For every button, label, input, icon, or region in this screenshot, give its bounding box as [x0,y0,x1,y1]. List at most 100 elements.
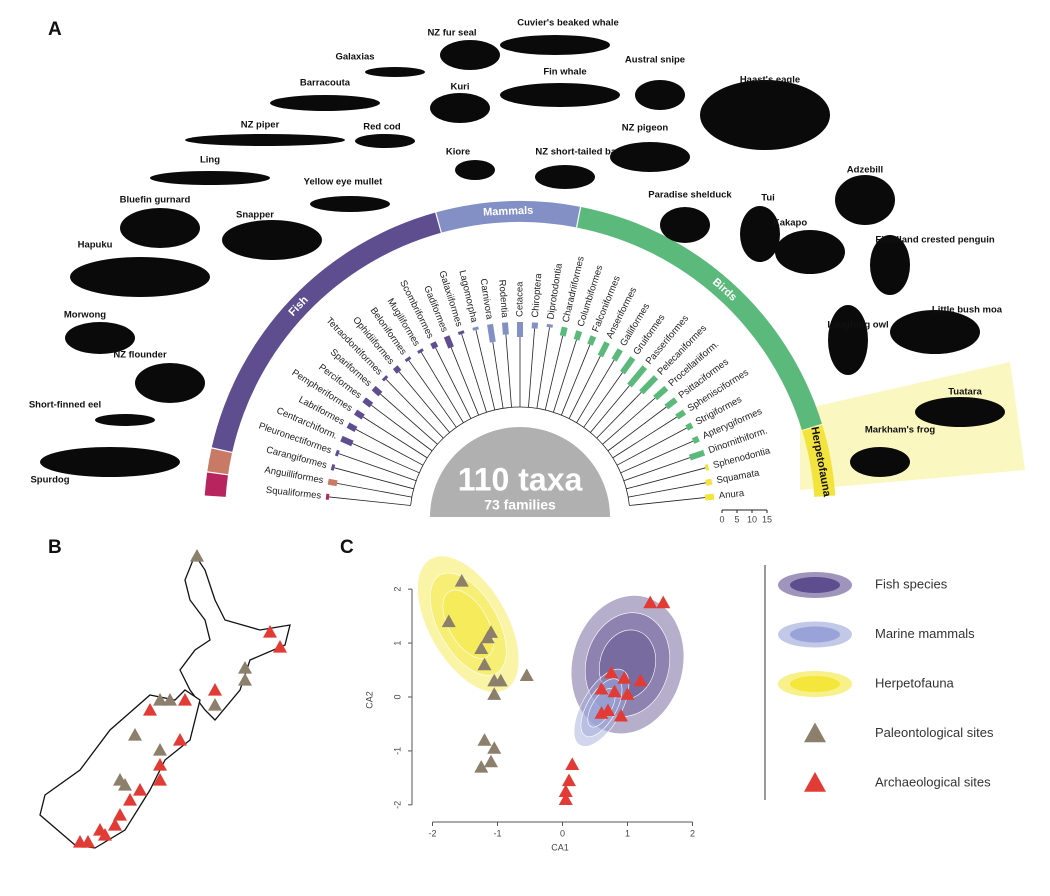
animal-silhouette [365,67,425,77]
animal-label: Fiordland crested penguin [875,235,994,246]
taxa-bar [330,464,336,471]
tree-branch [329,496,411,506]
legend-swatch [790,676,840,692]
animal-silhouette [500,83,620,107]
animal-label: Markham's frog [865,425,936,436]
site-point [607,684,622,698]
order-label: Rodentia [496,279,510,318]
animal-label: Austral snipe [625,55,685,66]
taxa-bar [611,348,623,362]
tree-branch [338,453,417,482]
group-label: Mammals [483,205,534,219]
animal-label: Ling [200,155,220,166]
taxa-bar [371,385,383,397]
tree-branch [334,467,414,490]
site-point [565,757,580,770]
center-disk [430,427,610,517]
y-tick-label: 0 [392,694,402,699]
site-point [620,687,635,700]
map-site [123,793,137,806]
animal-silhouette [40,447,180,477]
animal-label: Galaxias [335,52,374,63]
taxa-bar [639,375,659,395]
taxa-bar [597,341,610,358]
animal-silhouette [635,80,685,110]
tree-branch [420,352,464,423]
animal-silhouette [430,93,490,123]
taxa-bar [487,323,496,343]
animal-label: Kiore [446,147,470,158]
legend-label: Archaeological sites [875,774,991,789]
legend-label: Fish species [875,576,948,591]
animal-label: Adzebill [847,165,883,176]
group-ring [802,424,836,497]
tree-branch [607,406,667,452]
tree-branch [576,359,615,423]
animal-label: Kakapo [773,218,808,229]
animal-silhouette [828,305,868,375]
animal-label: NZ flounder [113,350,167,361]
scale-label: 10 [747,514,757,524]
site-point [487,687,502,700]
site-point [484,754,498,768]
animal-silhouette [870,235,910,295]
taxa-bar [346,422,358,433]
map [39,553,291,849]
animal-label: Fin whale [543,67,586,78]
taxa-bar [664,397,678,410]
taxa-bar [704,464,710,471]
map-site [108,818,122,831]
animal-silhouette [915,397,1005,427]
animal-label: Kuri [451,82,470,93]
site-point [643,595,658,609]
group-ring [577,206,822,430]
tree-branch [362,416,428,459]
tree-branch [410,406,630,506]
density-region [442,589,494,659]
taxa-bar [587,335,597,346]
animal-silhouette [740,206,780,262]
map-site [113,808,127,821]
animal-label: NZ pigeon [622,123,669,134]
y-tick-label: -1 [392,747,402,755]
site-point [604,665,619,679]
animal-label: Tuatara [948,387,982,398]
density-region [417,555,520,693]
taxa-bar [688,449,706,461]
taxa-bar [573,330,583,341]
site-point [441,614,456,628]
animal-silhouette [835,175,895,225]
taxa-bar [340,435,354,447]
animal-silhouette [850,447,910,477]
map-site [163,693,177,706]
tree-branch [398,371,450,433]
scale-label: 5 [734,514,739,524]
tree-branch [380,393,438,445]
tree-branch [568,355,601,419]
animal-silhouette [310,196,390,212]
animal-label: Yellow eye mullet [304,177,384,188]
tree-branch [336,482,412,498]
panel-label: A [48,19,62,40]
animal-label: Haast's eagle [740,75,800,86]
site-point [454,574,469,587]
map-site [238,661,252,674]
tree-branch [450,347,479,416]
map-site [118,778,132,791]
animal-silhouette [65,322,135,354]
animal-label: Spurdog [30,475,69,486]
site-point [601,703,615,717]
group-ring [436,201,580,233]
tree-branch [620,440,694,474]
tree-branch [623,457,691,482]
scale-label: 15 [762,514,772,524]
tree-branch [583,372,623,428]
animal-label: Red cod [363,122,401,133]
site-point [487,741,502,754]
animal-label: Laughing owl [827,320,888,331]
animal-label: Snapper [236,210,274,221]
y-axis-label: CA2 [364,691,374,709]
animal-label: Tui [761,193,775,204]
site-point [474,641,489,655]
taxa-bar [559,326,568,337]
